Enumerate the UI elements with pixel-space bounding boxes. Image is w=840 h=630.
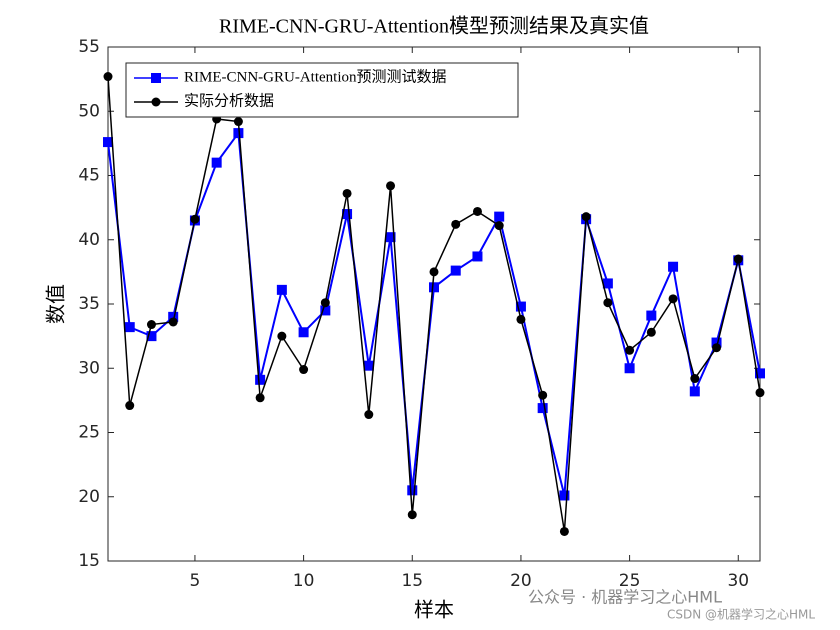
marker bbox=[103, 137, 113, 148]
marker bbox=[364, 410, 374, 420]
chart-title: RIME-CNN-GRU-Attention模型预测结果及真实值 bbox=[219, 15, 649, 38]
y-tick-label: 20 bbox=[78, 487, 100, 507]
marker bbox=[277, 331, 287, 341]
marker bbox=[603, 298, 613, 308]
marker bbox=[407, 510, 417, 520]
marker bbox=[755, 368, 765, 379]
marker bbox=[276, 284, 287, 295]
marker bbox=[515, 301, 526, 312]
watermark: CSDN @机器学习之心HML bbox=[667, 607, 815, 622]
x-axis-label: 样本 bbox=[414, 599, 454, 622]
marker bbox=[733, 254, 743, 264]
marker bbox=[211, 157, 222, 168]
y-tick-label: 50 bbox=[78, 101, 100, 121]
y-tick-label: 15 bbox=[78, 551, 100, 571]
marker bbox=[668, 261, 679, 272]
marker bbox=[103, 72, 113, 82]
marker bbox=[646, 327, 656, 337]
y-axis-label: 数值 bbox=[45, 284, 68, 324]
marker bbox=[494, 211, 505, 222]
marker bbox=[538, 390, 548, 400]
x-tick-label: 25 bbox=[619, 571, 641, 591]
x-tick-label: 10 bbox=[293, 571, 315, 591]
marker bbox=[320, 298, 330, 308]
x-tick-label: 5 bbox=[190, 571, 201, 591]
marker bbox=[690, 374, 700, 384]
y-tick-label: 55 bbox=[78, 37, 100, 57]
x-tick-label: 30 bbox=[727, 571, 749, 591]
marker bbox=[646, 310, 657, 321]
marker bbox=[124, 322, 135, 333]
y-tick-label: 40 bbox=[78, 230, 100, 250]
marker bbox=[146, 331, 157, 342]
marker bbox=[516, 314, 526, 324]
watermark: 公众号 · 机器学习之心HML bbox=[528, 588, 722, 607]
marker bbox=[624, 363, 635, 374]
y-tick-label: 45 bbox=[78, 166, 100, 186]
marker bbox=[559, 490, 570, 501]
legend-box bbox=[125, 62, 519, 118]
marker bbox=[298, 327, 309, 338]
marker bbox=[602, 278, 613, 289]
marker bbox=[233, 117, 243, 127]
marker bbox=[125, 401, 135, 411]
legend-marker bbox=[151, 73, 161, 83]
marker bbox=[407, 485, 418, 496]
x-tick-label: 15 bbox=[401, 571, 423, 591]
marker bbox=[255, 393, 265, 403]
marker bbox=[386, 181, 396, 191]
legend-label: 实际分析数据 bbox=[184, 92, 274, 109]
marker bbox=[559, 526, 569, 536]
marker bbox=[429, 267, 439, 277]
marker bbox=[342, 188, 352, 198]
marker bbox=[689, 386, 700, 397]
y-tick-label: 25 bbox=[78, 423, 100, 443]
marker bbox=[472, 251, 483, 262]
marker bbox=[668, 294, 678, 304]
marker bbox=[625, 345, 635, 355]
marker bbox=[450, 265, 461, 276]
marker bbox=[472, 206, 482, 216]
y-tick-label: 30 bbox=[78, 358, 100, 378]
marker bbox=[168, 317, 178, 327]
marker bbox=[494, 221, 504, 231]
x-tick-label: 20 bbox=[510, 571, 532, 591]
marker bbox=[451, 219, 461, 229]
marker bbox=[755, 388, 765, 398]
marker bbox=[146, 320, 156, 330]
marker bbox=[363, 360, 374, 371]
marker bbox=[190, 214, 200, 224]
legend-marker bbox=[151, 97, 161, 107]
marker bbox=[255, 374, 266, 385]
marker bbox=[581, 212, 591, 222]
y-tick-label: 35 bbox=[78, 294, 100, 314]
marker bbox=[299, 365, 309, 375]
legend-label: RIME-CNN-GRU-Attention预测测试数据 bbox=[184, 68, 447, 85]
marker bbox=[712, 343, 722, 353]
marker bbox=[429, 282, 439, 293]
marker bbox=[537, 403, 548, 414]
